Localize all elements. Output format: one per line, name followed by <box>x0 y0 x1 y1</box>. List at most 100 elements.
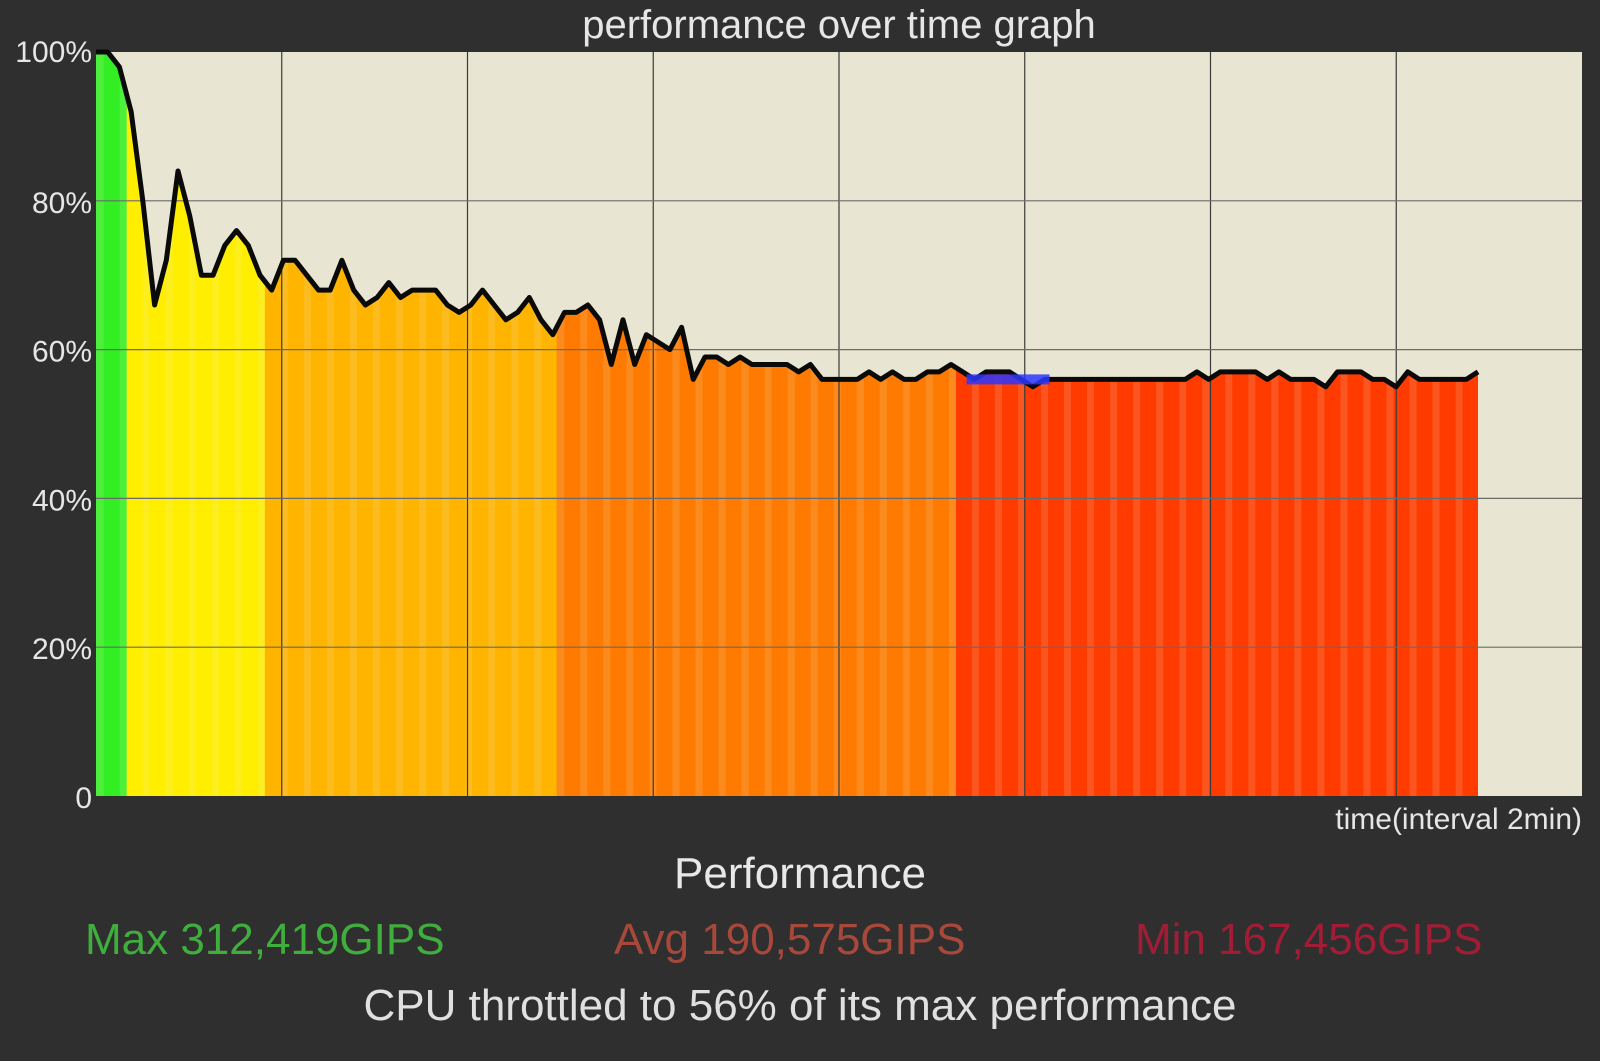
area-stripe <box>1117 52 1126 796</box>
area-stripe <box>779 52 788 796</box>
area-stripe <box>894 52 903 796</box>
area-stripe <box>1101 52 1111 796</box>
area-stripe <box>955 52 965 796</box>
area-stripe <box>994 52 1003 796</box>
area-stripe <box>840 52 849 796</box>
area-stripe <box>257 52 266 796</box>
area-stripe <box>1362 52 1372 796</box>
area-stripe <box>1462 52 1471 796</box>
area-stripe <box>1178 52 1187 796</box>
area-stripe <box>1255 52 1264 796</box>
area-stripe <box>694 52 704 796</box>
area-stripe <box>1078 52 1087 796</box>
area-stripe <box>1232 52 1241 796</box>
area-stripe <box>326 52 335 796</box>
area-stripe <box>679 52 688 796</box>
area-stripe <box>1201 52 1210 796</box>
area-stripe <box>1339 52 1349 796</box>
area-stripe <box>495 52 504 796</box>
max-performance: Max 312,419GIPS <box>85 915 445 964</box>
area-stripe <box>963 52 972 796</box>
area-stripe <box>456 52 466 796</box>
area-stripe <box>909 52 919 796</box>
area-stripe <box>1094 52 1103 796</box>
area-stripe <box>241 52 251 796</box>
area-stripe <box>334 52 343 796</box>
area-stripe <box>1193 52 1203 796</box>
y-tick-label: 0 <box>75 782 92 815</box>
area-stripe <box>525 52 535 796</box>
area-stripe <box>625 52 635 796</box>
area-stripe <box>272 52 281 796</box>
area-stripe <box>472 52 481 796</box>
area-stripe <box>886 52 896 796</box>
area-stripe <box>1370 52 1379 796</box>
area-stripe <box>119 52 128 796</box>
area-stripe <box>1347 52 1356 796</box>
area-stripe <box>602 52 611 796</box>
area-stripe <box>1155 52 1164 796</box>
area-stripe <box>848 52 857 796</box>
y-tick-label: 20% <box>32 633 92 666</box>
area-stripe <box>172 52 182 796</box>
area-stripe <box>1431 52 1441 796</box>
area-stripe <box>357 52 366 796</box>
area-stripe <box>1140 52 1149 796</box>
area-stripe <box>986 52 995 796</box>
area-stripe <box>1224 52 1233 796</box>
area-stripe <box>1293 52 1302 796</box>
area-stripe <box>203 52 212 796</box>
area-stripe <box>433 52 443 796</box>
area-stripe <box>165 52 174 796</box>
area-stripe <box>1316 52 1325 796</box>
area-stripe <box>671 52 681 796</box>
area-stripe <box>541 52 550 796</box>
throttle-summary: CPU throttled to 56% of its max performa… <box>363 981 1237 1030</box>
area-stripe <box>441 52 450 796</box>
area-stripe <box>1378 52 1387 796</box>
area-stripe <box>932 52 942 796</box>
area-stripe <box>364 52 373 796</box>
area-stripe <box>1163 52 1172 796</box>
y-tick-label: 40% <box>32 484 92 517</box>
area-stripe <box>817 52 826 796</box>
area-stripe <box>810 52 819 796</box>
y-tick-label: 100% <box>15 36 92 69</box>
area-stripe <box>633 52 642 796</box>
y-tick-label: 80% <box>32 187 92 220</box>
area-stripe <box>487 52 496 796</box>
area-stripe <box>1055 52 1064 796</box>
area-stripe <box>879 52 888 796</box>
area-stripe <box>1278 52 1287 796</box>
area-stripe <box>940 52 949 796</box>
area-stripe <box>1216 52 1226 796</box>
area-stripe <box>564 52 573 796</box>
area-stripe <box>426 52 435 796</box>
area-stripe <box>794 52 803 796</box>
area-stripe <box>103 52 112 796</box>
area-stripe <box>856 52 865 796</box>
performance-line <box>96 49 1480 390</box>
area-stripe <box>395 52 404 796</box>
area-stripe <box>756 52 765 796</box>
area-stripe <box>180 52 189 796</box>
area-stripe <box>264 52 274 796</box>
area-stripe <box>664 52 673 796</box>
area-stripe <box>142 52 151 796</box>
area-stripe <box>372 52 381 796</box>
area-stripe <box>549 52 558 796</box>
area-stripe <box>1270 52 1279 796</box>
y-tick-label: 60% <box>32 336 92 369</box>
area-stripe <box>1032 52 1041 796</box>
chart-title: performance over time graph <box>582 3 1096 47</box>
area-stripe <box>1071 52 1080 796</box>
area-stripe <box>287 52 297 796</box>
y-axis-ticks: 0 20% 40% 60% 80% 100% <box>15 36 92 815</box>
area-stripe <box>449 52 458 796</box>
area-stripe <box>226 52 235 796</box>
area-stripe <box>1301 52 1310 796</box>
x-axis-label: time(interval 2min) <box>1335 803 1582 836</box>
area-stripe <box>610 52 619 796</box>
area-stripe <box>1124 52 1134 796</box>
min-performance: Min 167,456GIPS <box>1135 915 1483 964</box>
